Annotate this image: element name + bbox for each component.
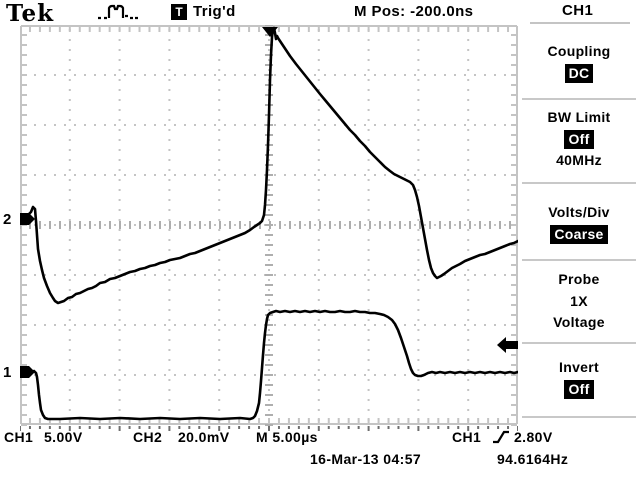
menu-extra: Voltage <box>553 314 605 330</box>
menu-title-underline <box>530 22 630 24</box>
trigger-status: Trig'd <box>193 3 236 20</box>
ch1-scale-label: CH1 <box>4 429 34 445</box>
menu-item-invert[interactable]: Invert Off <box>522 344 636 418</box>
ch2-waveform <box>20 26 518 305</box>
pulse-waveform-icon <box>98 4 138 20</box>
ch2-scale-label: CH2 <box>133 429 163 445</box>
graticule-display <box>20 25 518 431</box>
menu-label: Volts/Div <box>548 204 610 220</box>
menu-item-probe[interactable]: Probe 1X Voltage <box>522 261 636 344</box>
ch1-scale-value: 5.00V <box>44 429 83 445</box>
trigger-position-marker-icon <box>262 27 278 37</box>
rising-edge-icon <box>493 430 509 444</box>
trigger-level-marker-icon <box>497 337 518 353</box>
menu-value: 1X <box>570 293 588 309</box>
ch1-waveform <box>20 309 518 421</box>
timebase-readout: M 5.00µs <box>256 429 318 445</box>
menu-value: Coarse <box>550 225 608 244</box>
trigger-type-badge: T <box>171 4 187 20</box>
trigger-source-readout: CH1 <box>452 429 482 445</box>
trigger-frequency-readout: 94.6164Hz <box>497 451 569 467</box>
channel-menu: Coupling DC BW Limit Off 40MHz Volts/Div… <box>522 25 636 418</box>
menu-item-coupling[interactable]: Coupling DC <box>522 25 636 100</box>
menu-item-volts-div[interactable]: Volts/Div Coarse <box>522 184 636 261</box>
ch2-ground-marker-icon <box>20 213 35 225</box>
menu-label: BW Limit <box>547 109 611 125</box>
datetime-readout: 16-Mar-13 04:57 <box>310 451 422 467</box>
trigger-level-readout: 2.80V <box>514 429 553 445</box>
tek-logo: Tek <box>6 0 55 27</box>
ch1-ground-label: 1 <box>3 364 12 381</box>
menu-item-bw-limit[interactable]: BW Limit Off 40MHz <box>522 100 636 184</box>
menu-extra: 40MHz <box>556 152 602 168</box>
menu-value: Off <box>564 380 594 399</box>
horizontal-position-readout: M Pos: -200.0ns <box>354 3 474 20</box>
menu-value: Off <box>564 130 594 149</box>
ch2-scale-value: 20.0mV <box>178 429 230 445</box>
menu-title: CH1 <box>562 2 594 19</box>
menu-label: Invert <box>559 359 599 375</box>
menu-label: Coupling <box>547 43 611 59</box>
ch2-ground-label: 2 <box>3 211 12 228</box>
ch1-ground-marker-icon <box>20 366 35 378</box>
menu-value: DC <box>564 64 594 83</box>
menu-label: Probe <box>558 271 600 287</box>
